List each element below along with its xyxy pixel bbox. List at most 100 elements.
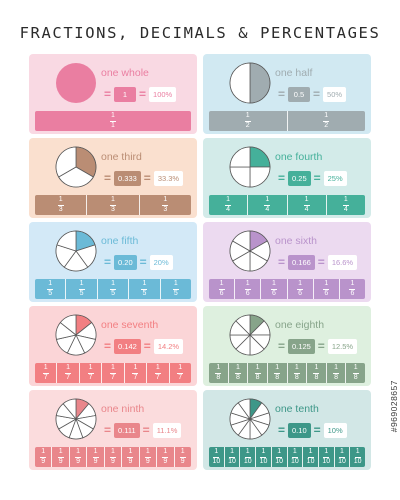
fraction-line	[42, 372, 49, 374]
equivalence-row: = 0.111 = 11.1%	[101, 422, 182, 438]
equals-sign: =	[317, 339, 325, 353]
fraction-numerator: 1	[58, 196, 63, 204]
fraction-numerator: 1	[58, 448, 63, 456]
fraction-numerator: 1	[111, 112, 115, 120]
fraction-line	[132, 372, 139, 374]
pie-slice	[249, 146, 271, 168]
fraction-denominator: 2	[324, 122, 329, 130]
fraction-denominator: 9	[93, 458, 98, 466]
fraction-denominator: 3	[111, 206, 115, 214]
fraction-numerator: 1	[111, 280, 115, 288]
fraction-numerator: 1	[79, 280, 84, 288]
fraction-numerator: 1	[219, 280, 224, 288]
fraction-pie	[229, 62, 271, 104]
fraction-line	[218, 288, 225, 290]
fraction-bar-segment: 1 10	[286, 447, 303, 467]
percent-value: 10%	[323, 422, 347, 438]
fraction-line	[109, 204, 116, 206]
fraction-denominator: 9	[145, 458, 150, 466]
fraction-denominator: 7	[66, 374, 71, 382]
fraction-line	[307, 456, 314, 458]
equals-sign: =	[278, 255, 286, 269]
equivalence-row: = 0.5 = 50%	[275, 86, 347, 102]
fraction-denominator: 2	[245, 122, 250, 130]
percent-value: 25%	[323, 170, 347, 186]
fraction-line	[141, 288, 148, 290]
fraction-denominator: 8	[275, 374, 280, 382]
stock-id-watermark: #969028657	[389, 380, 399, 433]
fraction-line	[293, 372, 300, 374]
fraction-line	[144, 456, 151, 458]
fraction-numerator: 1	[350, 280, 355, 288]
fraction-line	[276, 456, 283, 458]
fraction-numerator: 1	[324, 448, 329, 456]
pie-slice	[55, 146, 77, 178]
fraction-denominator: 5	[79, 290, 84, 298]
fraction-line	[244, 288, 251, 290]
fraction-line	[225, 204, 232, 206]
fraction-denominator: 8	[334, 374, 339, 382]
equals-sign: =	[104, 255, 112, 269]
fraction-numerator: 1	[261, 448, 266, 456]
fraction-denominator: 7	[88, 374, 93, 382]
fraction-line	[127, 456, 134, 458]
fraction-line	[65, 372, 72, 374]
card-one-half: one half = 0.5 = 50% 1 2 1 2	[203, 54, 371, 134]
decimal-value: 0.333	[114, 170, 141, 186]
fraction-denominator: 10	[228, 458, 236, 466]
equals-sign: =	[143, 171, 151, 185]
fraction-bar-segment: 1 10	[270, 447, 287, 467]
fraction-line	[47, 288, 54, 290]
fraction-line	[75, 456, 82, 458]
equivalence-row: = 1 = 100%	[101, 86, 177, 102]
fraction-bar-segment: 1 10	[302, 447, 318, 467]
pie-slice	[56, 230, 77, 252]
fraction-line	[313, 372, 320, 374]
equals-sign: =	[104, 87, 112, 101]
fraction-denominator: 6	[298, 290, 303, 298]
fraction-line	[323, 288, 330, 290]
fraction-numerator: 1	[353, 364, 358, 372]
fraction-line	[162, 204, 169, 206]
fraction-line	[323, 120, 330, 122]
card-one-fifth: one fifth = 0.20 = 20% 1 5 1 5 1 5 1 5 1 5	[29, 222, 197, 302]
equals-sign: =	[278, 423, 286, 437]
fraction-numerator: 1	[142, 280, 147, 288]
fraction-denominator: 4	[226, 206, 231, 214]
equals-sign: =	[278, 339, 286, 353]
equals-sign: =	[143, 339, 151, 353]
card-one-eighth: one eighth = 0.125 = 12.5% 1 8 1 8 1 8 1 8 1 8 1 8 1 8 1 8	[203, 306, 371, 386]
fraction-line	[342, 204, 349, 206]
fraction-pie	[55, 398, 97, 440]
fraction-numerator: 1	[216, 364, 221, 372]
pie-slice	[56, 63, 96, 103]
fraction-numerator: 1	[163, 196, 168, 204]
fraction-numerator: 1	[324, 112, 329, 120]
fraction-denominator: 1	[111, 122, 115, 130]
fraction-name: one seventh	[101, 319, 159, 331]
card-one-whole: one whole = 1 = 100% 1 1	[29, 54, 197, 134]
fraction-line	[110, 288, 117, 290]
pie-slice	[232, 230, 251, 252]
fraction-name: one eighth	[275, 319, 325, 331]
fraction-denominator: 6	[219, 290, 224, 298]
fraction-line	[349, 288, 356, 290]
fraction-name: one whole	[101, 67, 149, 79]
fraction-line	[260, 456, 267, 458]
fraction-denominator: 9	[76, 458, 81, 466]
page-title: FRACTIONS, DECIMALS & PERCENTAGES	[19, 24, 381, 42]
fraction-line	[177, 372, 184, 374]
